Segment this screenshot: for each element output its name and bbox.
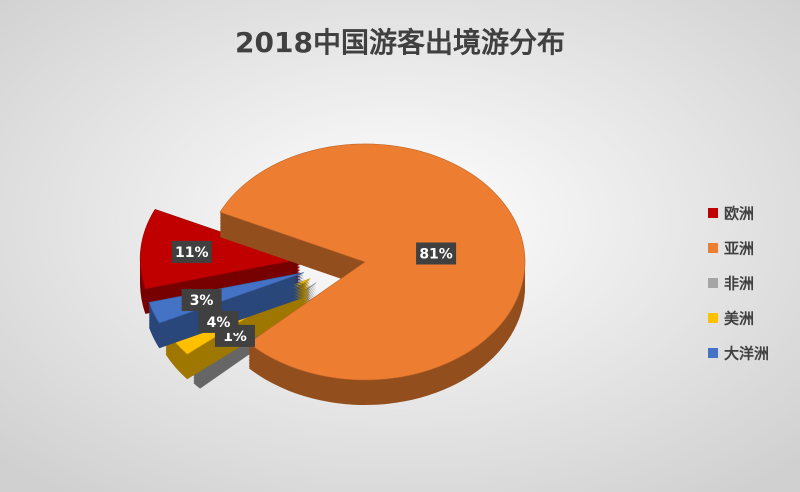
data-label-box <box>171 240 212 263</box>
data-label-box <box>416 242 457 265</box>
legend-swatch <box>708 278 718 288</box>
slice-top <box>139 208 302 290</box>
legend-swatch <box>708 348 718 358</box>
slice <box>139 208 302 314</box>
data-label: 3% <box>190 293 214 309</box>
legend-label: 大洋洲 <box>724 345 769 363</box>
legend-swatch <box>708 208 718 218</box>
data-label: 4% <box>207 315 231 331</box>
slice-top <box>219 143 526 381</box>
data-label: 11% <box>175 245 209 261</box>
legend-label: 非洲 <box>724 275 754 293</box>
data-label: 81% <box>419 247 453 263</box>
slice <box>219 143 526 405</box>
data-label-box <box>181 289 222 312</box>
legend-swatch <box>708 243 718 253</box>
chart-title: 2018中国游客出境游分布 <box>235 26 565 59</box>
legend-label: 欧洲 <box>724 205 754 223</box>
legend-label: 美洲 <box>724 310 754 328</box>
legend-label: 亚洲 <box>724 240 754 258</box>
data-label-box <box>198 310 239 333</box>
legend-swatch <box>708 313 718 323</box>
